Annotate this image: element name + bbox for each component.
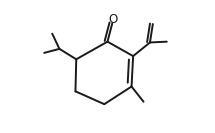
Text: O: O [109,13,118,26]
